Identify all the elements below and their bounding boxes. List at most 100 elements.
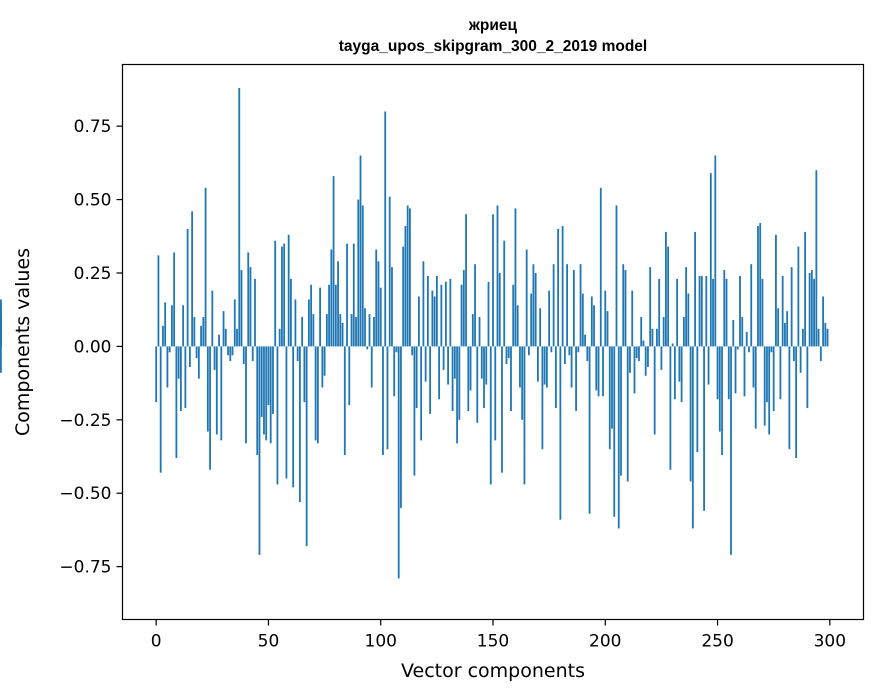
bar-243 — [700, 275, 703, 347]
bar-152 — [496, 205, 499, 347]
bar-254 — [725, 278, 728, 347]
bar-214 — [635, 346, 638, 359]
bar-218 — [644, 346, 647, 376]
bar-60 — [290, 278, 292, 347]
bar-117 — [418, 296, 420, 347]
bar-179 — [557, 228, 560, 347]
bar-169 — [534, 272, 537, 347]
bar-149 — [489, 346, 492, 485]
bar-15 — [188, 346, 191, 367]
bar-225 — [660, 346, 663, 370]
bar-188 — [577, 346, 580, 353]
bar-233 — [678, 346, 681, 382]
bar-96 — [370, 346, 373, 388]
bar-160 — [514, 208, 517, 347]
bar-285 — [795, 346, 798, 458]
y-tick-label: −0.25 — [59, 411, 111, 431]
bar-114 — [411, 346, 414, 356]
bar-262 — [743, 346, 746, 397]
x-tick-label: 100 — [365, 632, 397, 652]
bar-137 — [462, 270, 465, 347]
bar-56 — [281, 246, 283, 347]
bar-290 — [806, 346, 809, 409]
bar-55 — [278, 328, 281, 347]
bar-294 — [815, 170, 818, 347]
bar-49 — [265, 346, 268, 441]
bar-276 — [775, 234, 777, 347]
bar-260 — [739, 275, 741, 347]
bar-226 — [662, 317, 665, 347]
bar-261 — [741, 317, 744, 347]
bar-7 — [171, 305, 173, 347]
bar-136 — [460, 284, 463, 347]
bar-242 — [698, 275, 701, 347]
bar-116 — [415, 346, 418, 409]
bar-54 — [276, 346, 279, 485]
bar-103 — [386, 346, 389, 450]
bar-78 — [330, 249, 333, 347]
bar-292 — [810, 270, 813, 347]
bar-277 — [777, 308, 780, 347]
bar-248 — [712, 278, 714, 347]
bar-81 — [337, 261, 339, 347]
bar-150 — [492, 214, 494, 347]
bar-73 — [319, 287, 321, 347]
bar-266 — [752, 346, 755, 388]
bar-232 — [676, 278, 679, 347]
bar-83 — [341, 322, 344, 347]
bar-85 — [346, 243, 348, 347]
bar-174 — [545, 346, 548, 388]
bar-74 — [321, 346, 324, 388]
bar-29 — [220, 346, 223, 441]
bar-274 — [770, 346, 773, 353]
bar-53 — [274, 240, 277, 347]
bar-4 — [164, 302, 167, 347]
bar-157 — [507, 346, 510, 359]
bar-10 — [177, 346, 180, 379]
bar-134 — [456, 346, 458, 444]
bar-215 — [638, 346, 640, 362]
bar-212 — [631, 290, 634, 347]
bar-69 — [310, 284, 313, 347]
bar-113 — [409, 208, 411, 347]
bar-172 — [541, 346, 544, 450]
bar-159 — [512, 284, 515, 347]
bar-50 — [267, 346, 270, 406]
bar-105 — [391, 267, 393, 347]
bar-122 — [429, 346, 432, 414]
bar-72 — [316, 346, 319, 444]
bar-30 — [222, 311, 225, 347]
bar-23 — [206, 346, 209, 432]
bar-91 — [359, 155, 362, 347]
bar-101 — [382, 346, 384, 456]
bar-253 — [723, 270, 726, 347]
bar-256 — [730, 346, 732, 555]
bar-210 — [626, 346, 629, 482]
bar-185 — [570, 346, 573, 388]
bar-28 — [218, 334, 220, 347]
bar-227 — [665, 231, 667, 347]
bar-158 — [510, 346, 512, 411]
bar-246 — [707, 346, 710, 385]
bar-201 — [606, 311, 609, 347]
bar-245 — [705, 275, 708, 347]
bar-71 — [314, 346, 317, 441]
y-tick-label: 0.00 — [74, 337, 112, 357]
bar-43 — [251, 346, 254, 362]
bar-162 — [519, 346, 521, 388]
bar-19 — [197, 346, 200, 379]
bar-27 — [215, 346, 218, 435]
bar-178 — [554, 346, 557, 409]
bar-5 — [166, 346, 169, 388]
bar-98 — [375, 249, 378, 347]
bar-194 — [590, 296, 593, 347]
bar-26 — [213, 346, 216, 370]
bar-247 — [709, 173, 712, 347]
bar-series — [0, 87, 829, 579]
bar-299 — [826, 328, 829, 347]
bar-0 — [155, 346, 158, 403]
bar-191 — [584, 334, 586, 347]
bar-57 — [283, 243, 286, 347]
bar-257 — [732, 319, 735, 347]
bar-155 — [503, 240, 506, 347]
